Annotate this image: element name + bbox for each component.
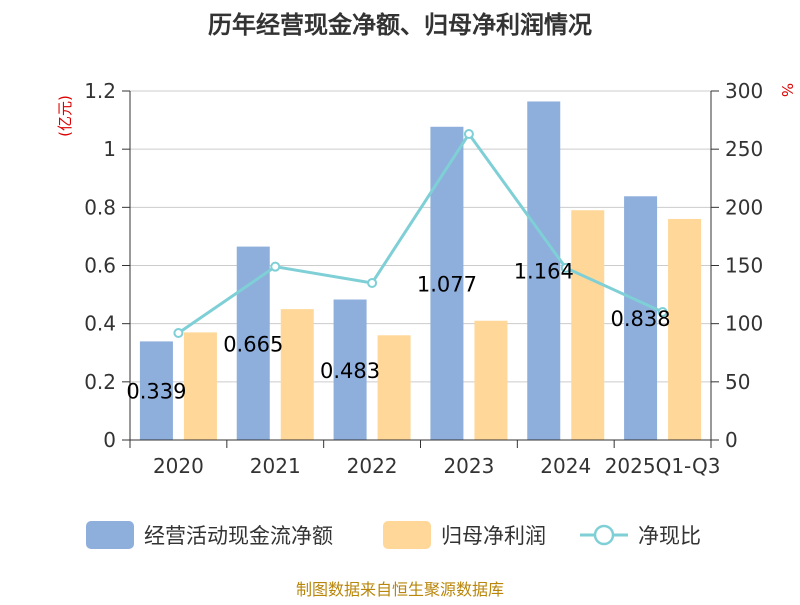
cashflow-value-label: 0.665	[223, 332, 283, 356]
legend-item-net-profit[interactable]: 归母净利润	[383, 521, 546, 549]
left-axis-tick-label: 0.2	[84, 370, 116, 394]
ratio-point	[657, 307, 668, 318]
cashflow-value-label: 0.483	[320, 359, 380, 383]
net-profit-bar	[571, 210, 605, 440]
source-note: 制图数据来自恒生聚源数据库	[296, 580, 504, 599]
right-axis-tick-label: 300	[725, 79, 763, 103]
ratio-point	[560, 262, 571, 273]
right-axis-tick-label: 0	[725, 428, 738, 452]
x-axis-tick-label: 2022	[347, 454, 398, 478]
net-profit-bar	[474, 320, 508, 440]
right-axis-tick-label: 250	[725, 137, 763, 161]
ratio-point	[367, 277, 378, 288]
left-axis-unit: (亿元)	[56, 95, 74, 137]
ratio-point	[270, 261, 281, 272]
legend-label-ratio: 净现比	[638, 524, 701, 548]
net-profit-bar	[183, 332, 217, 440]
legend-item-cashflow[interactable]: 经营活动现金流净额	[86, 521, 333, 549]
net-profit-bar	[377, 335, 411, 440]
chart-title: 历年经营现金净额、归母净利润情况	[208, 11, 592, 39]
legend-swatch-cashflow	[86, 521, 134, 549]
left-axis-tick-label: 1	[103, 137, 116, 161]
cashflow-bar	[624, 196, 658, 440]
cashflow-bar	[333, 299, 367, 440]
right-axis-tick-label: 200	[725, 195, 763, 219]
cashflow-bar	[139, 341, 173, 440]
x-axis-tick-label: 2023	[443, 454, 494, 478]
left-axis-tick-label: 0.8	[84, 195, 116, 219]
legend-label-cashflow: 经营活动现金流净额	[144, 524, 333, 548]
ratio-point	[463, 129, 474, 140]
cashflow-bar	[430, 126, 464, 441]
ratio-line	[173, 129, 668, 338]
cashflow-value-label: 0.838	[611, 307, 671, 331]
ratio-point	[173, 327, 184, 338]
right-axis-unit: %	[778, 83, 796, 97]
cashflow-value-label: 1.077	[417, 272, 477, 296]
axes: 0 0.2 0.4 0.6 0.8 1 1.2 0 50 100 150 200 250 300 2020 2…	[84, 79, 763, 478]
left-axis-tick-label: 0.6	[84, 254, 116, 278]
net-profit-bar	[668, 218, 702, 440]
legend-marker-ratio	[593, 524, 615, 546]
gridlines	[130, 90, 711, 383]
left-axis-tick-label: 0.4	[84, 312, 116, 336]
ratio-line-path	[177, 131, 664, 335]
x-axis-tick-label: 2021	[250, 454, 301, 478]
cashflow-value-label: 0.339	[126, 380, 186, 404]
cashflow-bar	[527, 101, 561, 440]
right-axis-tick-label: 50	[725, 370, 750, 394]
right-axis-tick-label: 150	[725, 254, 763, 278]
cashflow-value-label: 1.164	[514, 260, 574, 284]
left-axis-tick-label: 1.2	[84, 79, 116, 103]
x-axis-tick-label: 2025Q1-Q3	[605, 454, 721, 478]
legend-swatch-net-profit	[383, 521, 431, 549]
legend-label-net-profit: 归母净利润	[441, 524, 546, 548]
net-profit-bar	[280, 309, 314, 440]
data-labels: 0.339 0.665 0.483 1.077 1.164 0.838	[126, 260, 670, 404]
left-axis-tick-label: 0	[103, 428, 116, 452]
x-axis-tick-label: 2020	[153, 454, 204, 478]
right-axis-tick-label: 100	[725, 312, 763, 336]
x-axis-tick-label: 2024	[540, 454, 591, 478]
bars	[139, 101, 702, 441]
legend: 经营活动现金流净额 归母净利润 净现比	[86, 521, 701, 549]
legend-item-ratio[interactable]: 净现比	[580, 524, 701, 548]
cashflow-bar	[236, 246, 270, 440]
